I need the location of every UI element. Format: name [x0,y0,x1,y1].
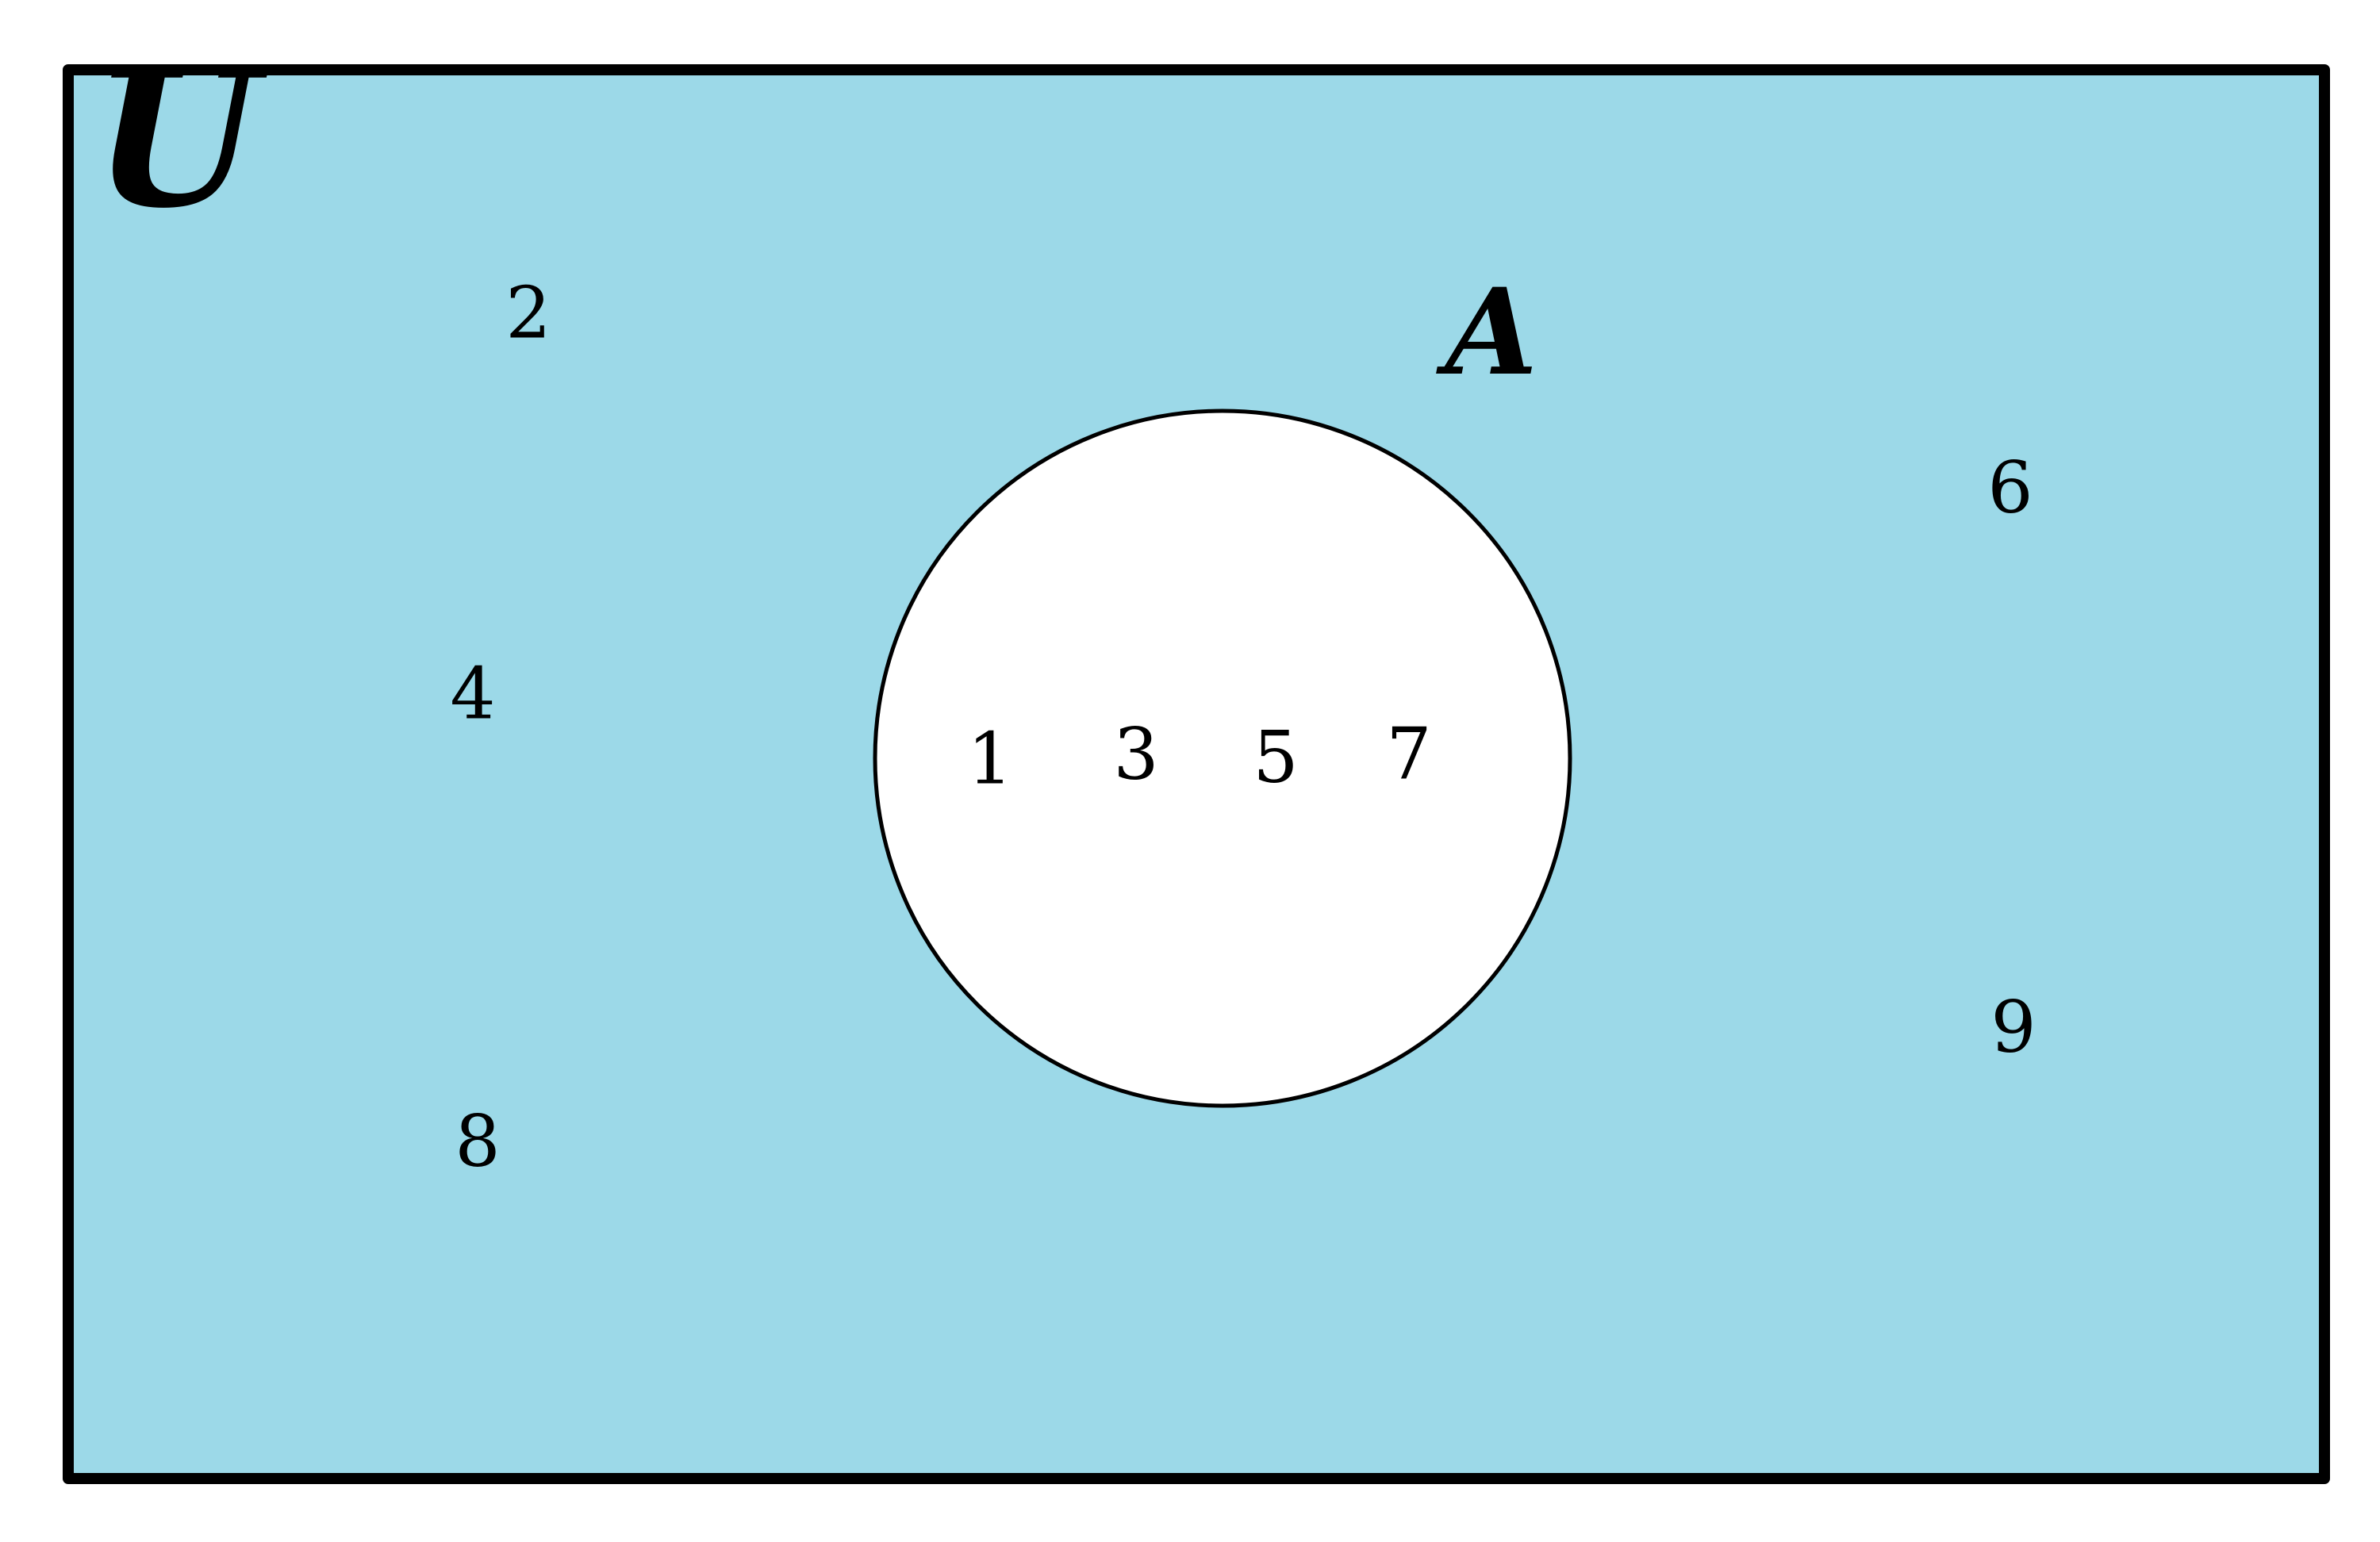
element-outside-set: 8 [455,1099,500,1183]
element-outside-set: 9 [1990,985,2036,1068]
element-outside-set: 2 [505,271,551,355]
element-outside-set: 4 [450,652,495,735]
element-inside-set: 1 [967,717,1012,800]
element-inside-set: 7 [1386,712,1431,796]
element-inside-set: 5 [1253,715,1298,799]
set-a-circle [873,409,1572,1108]
universal-set-label: U [93,27,269,251]
set-a-label: A [1436,263,1537,402]
element-inside-set: 3 [1113,712,1158,796]
element-outside-set: 6 [1987,446,2033,529]
